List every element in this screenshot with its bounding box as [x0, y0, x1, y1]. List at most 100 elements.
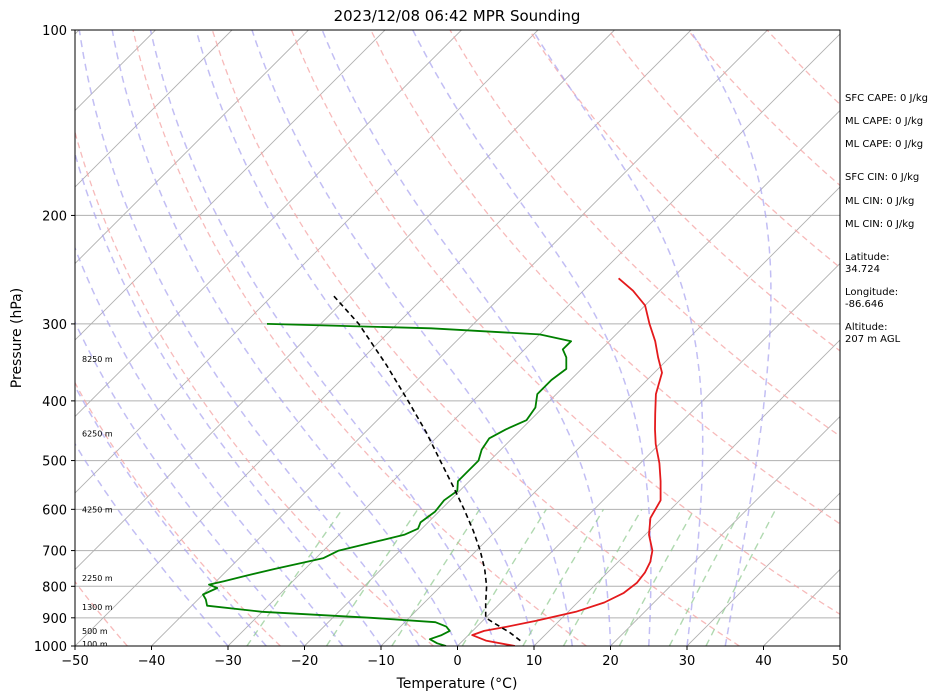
mixing-ratio-line	[325, 508, 419, 646]
isotherm-lines	[0, 30, 840, 646]
y-tick-label: 600	[42, 503, 67, 518]
parcel-trace	[332, 295, 521, 642]
mixing-ratio-line	[705, 508, 777, 646]
x-tick-label: −20	[291, 654, 318, 669]
altitude-value: 207 m AGL	[845, 334, 901, 345]
mixing-ratio-line	[668, 508, 742, 646]
latitude-label: Latitude:	[845, 252, 890, 263]
dry-adiabat	[132, 30, 587, 646]
y-tick-label: 400	[42, 395, 67, 410]
y-axis-label: Pressure (hPa)	[9, 288, 25, 388]
plot-frame	[74, 29, 841, 647]
isotherm-line	[75, 30, 615, 571]
longitude-value: -86.646	[845, 299, 884, 310]
dry-adiabat	[926, 30, 947, 646]
moist-adiabat	[75, 151, 382, 646]
moist-adiabat	[195, 30, 535, 646]
height-label: 2250 m	[82, 574, 113, 583]
mixing-ratio-line	[391, 508, 481, 646]
isotherm-line	[75, 30, 309, 265]
moist-adiabat	[75, 442, 229, 646]
dewpoint-trace	[202, 323, 572, 646]
latitude-value: 34.724	[845, 264, 880, 275]
x-axis-label: Temperature (°C)	[396, 676, 518, 692]
y-tick-label: 500	[42, 455, 67, 470]
x-tick-label: 20	[602, 654, 619, 669]
isotherm-line	[75, 30, 233, 188]
dry-adiabat	[211, 30, 740, 646]
y-tick-label: 200	[42, 209, 67, 224]
isotherm-line	[151, 30, 768, 646]
ml-cin-text-2: ML CIN: 0 J/kg	[845, 219, 915, 230]
moist-adiabat	[75, 320, 306, 646]
isotherm-line	[380, 186, 840, 646]
isotherm-line	[0, 30, 3, 646]
y-tick-label: 800	[42, 580, 67, 595]
y-tick-label: 900	[42, 612, 67, 627]
y-tick-label: 100	[42, 24, 67, 39]
height-label: 4250 m	[82, 505, 113, 514]
sounding-traces	[202, 277, 663, 646]
mixing-ratio-line	[246, 508, 343, 646]
moist-adiabat	[75, 384, 267, 646]
dry-adiabat	[75, 129, 434, 646]
isotherm-line	[75, 30, 462, 418]
x-tick-label: 10	[526, 654, 543, 669]
isotherm-line	[610, 415, 840, 646]
ml-cape-text-2: ML CAPE: 0 J/kg	[845, 139, 924, 150]
height-label: 8250 m	[82, 355, 113, 364]
moist-adiabat	[149, 30, 497, 646]
moist-adiabat	[412, 30, 652, 646]
altitude-label: Altitude:	[845, 322, 888, 333]
isotherm-line	[75, 30, 539, 494]
x-tick-label: −40	[138, 654, 165, 669]
moist-adiabat	[75, 246, 344, 646]
dry-adiabat	[528, 30, 840, 352]
isobar-grid	[75, 214, 840, 619]
dry-adiabat	[370, 30, 840, 525]
height-label: 500 m	[82, 627, 108, 636]
x-tick-label: 50	[832, 654, 849, 669]
moist-adiabat	[532, 30, 704, 646]
mixing-ratio-line	[522, 508, 605, 646]
moist-adiabat	[251, 30, 574, 646]
moist-adiabat	[111, 30, 459, 646]
y-axis-ticks: 100 200 300 400 500 600 700 800 900 1000	[34, 24, 75, 655]
height-label: 100 m	[82, 640, 108, 649]
sfc-cape-text: SFC CAPE: 0 J/kg	[845, 93, 928, 104]
isotherm-line	[686, 492, 840, 646]
mixing-ratio-line	[618, 508, 695, 646]
plot-area: 100 m 500 m 1300 m 2250 m 4250 m 6250 m 8250 m	[0, 30, 947, 649]
height-labels: 100 m 500 m 1300 m 2250 m 4250 m 6250 m 8250 m	[82, 355, 113, 649]
height-label: 1300 m	[82, 603, 113, 612]
isotherm-line	[75, 30, 386, 341]
dry-adiabats	[75, 30, 947, 646]
moist-adiabat	[689, 30, 772, 646]
x-tick-label: −10	[367, 654, 394, 669]
x-tick-label: −50	[61, 654, 88, 669]
moist-adiabats	[75, 30, 772, 646]
isotherm-line	[304, 109, 840, 646]
dry-adiabat	[75, 381, 281, 646]
isotherm-line	[227, 33, 840, 646]
x-tick-label: 30	[679, 654, 696, 669]
dry-adiabat	[290, 30, 840, 616]
y-tick-label: 1000	[34, 640, 67, 655]
sfc-cin-text: SFC CIN: 0 J/kg	[845, 172, 920, 183]
moist-adiabat	[321, 30, 612, 646]
y-tick-label: 300	[42, 318, 67, 333]
longitude-label: Longitude:	[845, 287, 899, 298]
y-tick-label: 700	[42, 545, 67, 560]
ml-cin-text: ML CIN: 0 J/kg	[845, 196, 915, 207]
moist-adiabat	[78, 30, 420, 646]
x-axis-ticks: −50 −40 −30 −20 −10 0 10 20 30 40 50	[61, 646, 848, 669]
x-tick-label: −30	[214, 654, 241, 669]
mixing-ratio-lines	[246, 508, 777, 646]
ml-cape-text: ML CAPE: 0 J/kg	[845, 116, 924, 127]
temperature-trace	[471, 277, 663, 646]
mixing-ratio-line	[461, 508, 547, 646]
height-label: 6250 m	[82, 430, 113, 439]
isotherm-line	[457, 262, 840, 646]
isotherm-line	[533, 339, 840, 646]
